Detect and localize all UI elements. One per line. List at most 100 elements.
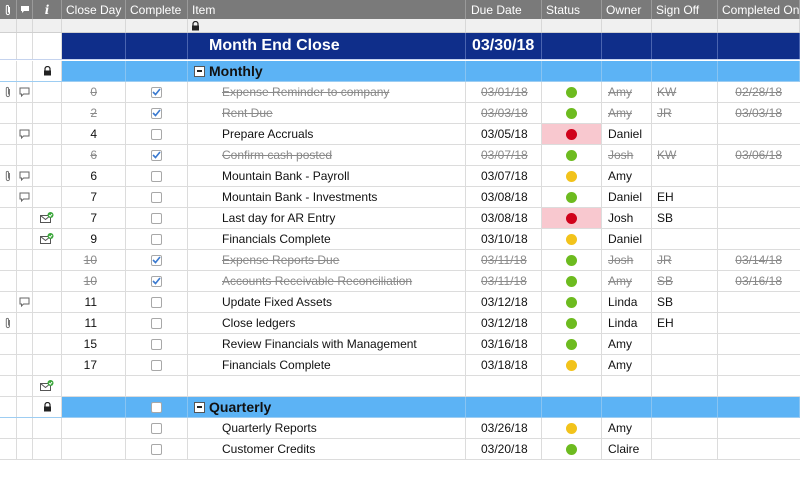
- sign-off-cell[interactable]: [652, 124, 718, 144]
- sign-off-cell[interactable]: KW: [652, 82, 718, 102]
- sign-off-cell[interactable]: [652, 229, 718, 249]
- item-cell[interactable]: [188, 376, 466, 396]
- table-row[interactable]: 9 Financials Complete 03/10/18 Daniel: [0, 229, 800, 250]
- close-day-cell[interactable]: [62, 376, 126, 396]
- sign-off-cell[interactable]: [652, 439, 718, 459]
- item-cell[interactable]: Customer Credits: [188, 439, 466, 459]
- table-row[interactable]: 2 Rent Due 03/03/18 Amy JR 03/03/18: [0, 103, 800, 124]
- completed-on-cell[interactable]: 02/28/18: [735, 85, 782, 99]
- close-day-cell[interactable]: 11: [62, 313, 126, 333]
- item-cell[interactable]: Mountain Bank - Payroll: [188, 166, 466, 186]
- comment-cell[interactable]: [17, 187, 33, 207]
- status-cell[interactable]: [542, 376, 602, 396]
- completed-on-cell[interactable]: [718, 418, 800, 438]
- comment-icon[interactable]: [19, 129, 30, 139]
- status-cell[interactable]: [542, 439, 602, 459]
- due-date-cell[interactable]: 03/12/18: [466, 292, 542, 312]
- completed-on-cell[interactable]: 03/06/18: [735, 148, 782, 162]
- due-date-cell[interactable]: 03/12/18: [466, 313, 542, 333]
- close-day-cell[interactable]: 17: [62, 355, 126, 375]
- sign-off-cell[interactable]: KW: [652, 145, 718, 165]
- section-row-monthly[interactable]: Monthly: [0, 61, 800, 82]
- title-row[interactable]: Month End Close 03/30/18: [0, 33, 800, 60]
- due-date-column-header[interactable]: Due Date: [466, 0, 542, 19]
- close-day-cell[interactable]: 2: [62, 103, 126, 123]
- sign-off-cell[interactable]: SB: [652, 208, 718, 228]
- table-row[interactable]: 10 Accounts Receivable Reconciliation 03/1…: [0, 271, 800, 292]
- sign-off-cell[interactable]: [652, 166, 718, 186]
- info-cell[interactable]: [33, 376, 62, 396]
- item-cell[interactable]: Rent Due: [188, 103, 466, 123]
- complete-checkbox[interactable]: [151, 254, 162, 266]
- table-row[interactable]: 0 Expense Reminder to company 03/01/18 Amy K…: [0, 82, 800, 103]
- completed-on-cell[interactable]: [718, 355, 800, 375]
- owner-cell[interactable]: Linda: [602, 292, 652, 312]
- comment-icon[interactable]: [19, 171, 30, 181]
- completed-on-cell[interactable]: [718, 439, 800, 459]
- attachment-cell[interactable]: [0, 166, 17, 186]
- status-cell[interactable]: [542, 124, 602, 144]
- item-cell[interactable]: Financials Complete: [188, 229, 466, 249]
- status-cell[interactable]: [542, 271, 602, 291]
- owner-cell[interactable]: Amy: [602, 355, 652, 375]
- close-day-cell[interactable]: 6: [62, 166, 126, 186]
- due-date-cell[interactable]: 03/08/18: [466, 208, 542, 228]
- comment-icon[interactable]: [19, 192, 30, 202]
- info-column-header[interactable]: i: [33, 0, 62, 19]
- complete-cell[interactable]: [126, 187, 188, 207]
- lock-icon[interactable]: [43, 66, 52, 76]
- close-day-column-header[interactable]: Close Day: [62, 0, 126, 19]
- attachment-cell[interactable]: [0, 82, 17, 102]
- owner-cell[interactable]: Amy: [602, 334, 652, 354]
- complete-cell[interactable]: [126, 82, 188, 102]
- complete-cell[interactable]: [126, 103, 188, 123]
- status-cell[interactable]: [542, 292, 602, 312]
- completed-on-cell[interactable]: [718, 376, 800, 396]
- sign-off-cell[interactable]: [652, 376, 718, 396]
- status-cell[interactable]: [542, 208, 602, 228]
- item-cell[interactable]: Expense Reminder to company: [188, 82, 466, 102]
- due-date-cell[interactable]: 03/16/18: [466, 334, 542, 354]
- table-row[interactable]: 7 Last day for AR Entry 03/08/18 Josh SB: [0, 208, 800, 229]
- item-column-header[interactable]: Item: [188, 0, 466, 19]
- complete-cell[interactable]: [126, 229, 188, 249]
- sign-off-cell[interactable]: JR: [652, 103, 718, 123]
- due-date-cell[interactable]: [466, 376, 542, 396]
- item-cell[interactable]: Last day for AR Entry: [188, 208, 466, 228]
- table-row[interactable]: Customer Credits 03/20/18 Claire: [0, 439, 800, 460]
- due-date-cell[interactable]: 03/18/18: [466, 355, 542, 375]
- comment-icon[interactable]: [19, 87, 30, 97]
- attachment-cell[interactable]: [0, 313, 17, 333]
- owner-cell[interactable]: Amy: [602, 82, 652, 102]
- close-day-cell[interactable]: 7: [62, 187, 126, 207]
- close-day-cell[interactable]: [62, 439, 126, 459]
- completed-on-cell[interactable]: 03/16/18: [735, 274, 782, 288]
- status-cell[interactable]: [542, 166, 602, 186]
- table-row[interactable]: 11 Close ledgers 03/12/18 Linda EH: [0, 313, 800, 334]
- complete-cell[interactable]: [126, 418, 188, 438]
- close-day-cell[interactable]: 6: [62, 145, 126, 165]
- mail-icon[interactable]: [40, 233, 54, 245]
- completed-on-cell[interactable]: [718, 208, 800, 228]
- complete-checkbox[interactable]: [151, 422, 162, 434]
- close-day-cell[interactable]: 10: [62, 271, 126, 291]
- comment-cell[interactable]: [17, 166, 33, 186]
- owner-cell[interactable]: Amy: [602, 418, 652, 438]
- complete-checkbox[interactable]: [151, 359, 162, 371]
- status-cell[interactable]: [542, 82, 602, 102]
- owner-cell[interactable]: Josh: [602, 250, 652, 270]
- owner-cell[interactable]: Josh: [602, 145, 652, 165]
- due-date-cell[interactable]: 03/05/18: [466, 124, 542, 144]
- sign-off-cell[interactable]: [652, 355, 718, 375]
- status-cell[interactable]: [542, 229, 602, 249]
- comments-column-header[interactable]: [17, 0, 33, 19]
- complete-cell[interactable]: [126, 271, 188, 291]
- complete-column-header[interactable]: Complete: [126, 0, 188, 19]
- info-cell[interactable]: [33, 208, 62, 228]
- complete-checkbox[interactable]: [151, 233, 162, 245]
- paperclip-icon[interactable]: [4, 317, 12, 329]
- table-row[interactable]: 7 Mountain Bank - Investments 03/08/18 Dani…: [0, 187, 800, 208]
- item-cell[interactable]: Review Financials with Management: [188, 334, 466, 354]
- complete-checkbox[interactable]: [151, 107, 162, 119]
- item-cell[interactable]: Confirm cash posted: [188, 145, 466, 165]
